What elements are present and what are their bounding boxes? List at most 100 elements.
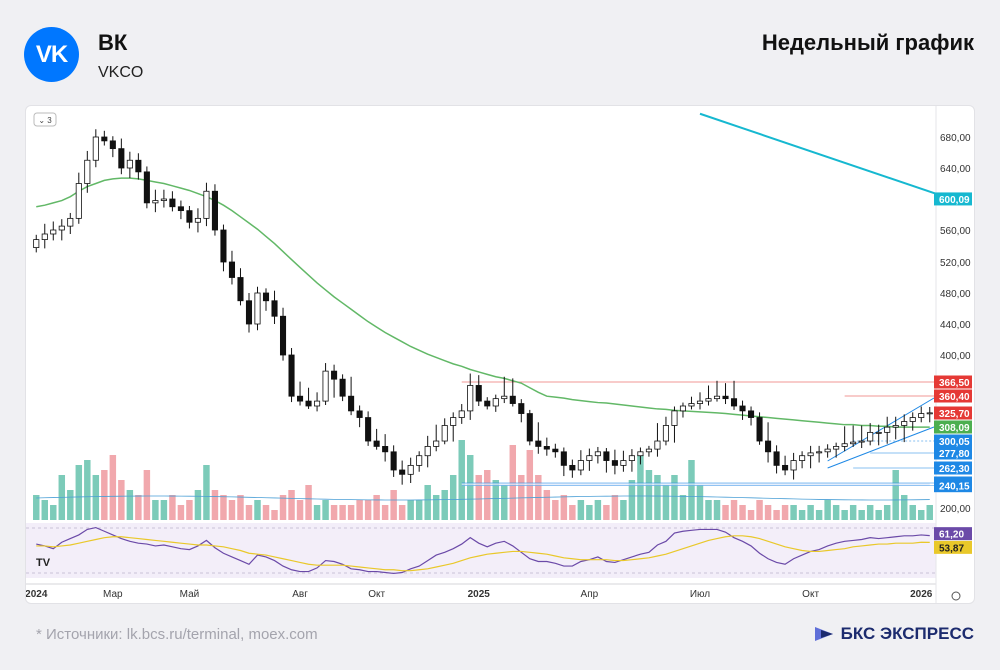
candle-body — [67, 217, 74, 227]
price-badge — [934, 461, 972, 475]
candle-body — [203, 190, 210, 219]
candle-body — [271, 300, 278, 317]
candle-body — [382, 446, 389, 453]
price-tick-label: 680,00 — [940, 133, 971, 144]
price-badge-label: 240,15 — [939, 482, 970, 493]
candle-body — [730, 398, 738, 407]
price-tick-label: 480,00 — [940, 289, 971, 300]
price-tick-label: 400,00 — [940, 351, 971, 362]
candle-body — [756, 417, 763, 442]
candle-body — [416, 455, 423, 466]
candle-body — [245, 300, 253, 325]
candle-body — [262, 292, 270, 302]
candle-body — [322, 370, 329, 402]
volume-bar — [773, 510, 780, 520]
time-axis-label: Июл — [690, 589, 710, 600]
candle-body — [305, 400, 312, 407]
volume-bar — [347, 505, 355, 520]
rsi-line — [36, 526, 930, 575]
rsi-badge-label: 61,20 — [939, 530, 964, 541]
price-tick-label: 440,00 — [940, 320, 971, 331]
candle-body — [288, 354, 295, 397]
candle-body — [143, 171, 150, 204]
volume-bar — [781, 505, 789, 520]
volume-bar — [339, 505, 346, 520]
volume-bar — [177, 505, 185, 520]
candle-body — [101, 136, 108, 142]
candle-body — [782, 464, 789, 471]
rsi-band — [26, 523, 936, 578]
candle-body — [348, 395, 355, 412]
candle-body — [84, 159, 91, 184]
price-badge-label: 308,09 — [939, 423, 970, 434]
volume-bar — [169, 495, 176, 520]
candle-body — [501, 395, 508, 400]
candle-body — [177, 206, 184, 212]
volume-bar — [790, 505, 797, 520]
candle-body — [458, 410, 465, 418]
volume-bar — [75, 465, 83, 520]
volume-bar — [713, 500, 721, 520]
volume-bar — [679, 495, 687, 520]
volume-bar — [415, 500, 423, 520]
volume-bar — [203, 465, 210, 520]
candle-body — [611, 460, 618, 466]
candle-body — [194, 217, 201, 223]
price-badge-label: 262,30 — [939, 464, 970, 475]
volume-bar — [390, 490, 397, 520]
volume-bar — [747, 510, 755, 520]
volume-bar — [143, 470, 151, 520]
volume-bar — [892, 470, 899, 520]
price-badge-label: 600,09 — [939, 195, 970, 206]
candle-body — [92, 136, 99, 161]
candle-body — [492, 398, 499, 407]
volume-bar — [228, 500, 236, 520]
ma-green-line — [36, 177, 930, 428]
volume-bar — [552, 500, 559, 520]
volume-bar — [50, 505, 57, 520]
volume-bar — [254, 500, 261, 520]
price-tick-label: 520,00 — [940, 258, 971, 269]
candle-body — [884, 426, 891, 433]
volume-bar — [739, 505, 746, 520]
price-badge — [934, 406, 972, 420]
candle-body — [211, 190, 218, 231]
price-badge — [934, 479, 972, 493]
price-tick-label: 560,00 — [940, 226, 971, 237]
time-axis-label: Май — [180, 589, 200, 600]
volume-bar — [849, 505, 857, 520]
candle-body — [50, 229, 57, 235]
price-badge — [934, 192, 972, 206]
candle-body — [586, 455, 593, 461]
volume-bar — [654, 475, 661, 520]
volume-bar — [449, 475, 457, 520]
candle-body — [620, 460, 627, 466]
candle-body — [645, 448, 652, 453]
volume-bar — [398, 505, 406, 520]
candle-body — [628, 455, 635, 461]
volume-bar — [484, 470, 491, 520]
candle-body — [339, 378, 346, 397]
ma-cyan-line — [699, 112, 952, 200]
candle-body — [748, 410, 755, 418]
candle-body — [279, 315, 287, 356]
volume-bar — [152, 500, 159, 520]
candle-body — [297, 395, 304, 402]
volume-bar — [211, 490, 219, 520]
tradingview-logo-icon: TV — [36, 557, 51, 569]
volume-bar — [586, 505, 593, 520]
volume-bar — [722, 505, 729, 520]
candle-body — [314, 400, 321, 407]
volume-bar — [381, 505, 389, 520]
candle-body — [713, 395, 721, 400]
candle-body — [577, 460, 584, 471]
rsi-badge — [934, 527, 972, 541]
candle-body — [875, 431, 882, 434]
volume-ma-line — [36, 495, 930, 501]
volume-bar — [313, 505, 321, 520]
volume-bar — [866, 505, 874, 520]
volume-bar — [688, 460, 695, 520]
time-axis-label: 2025 — [468, 589, 491, 600]
candle-body — [662, 425, 669, 442]
volume-bar — [364, 500, 372, 520]
